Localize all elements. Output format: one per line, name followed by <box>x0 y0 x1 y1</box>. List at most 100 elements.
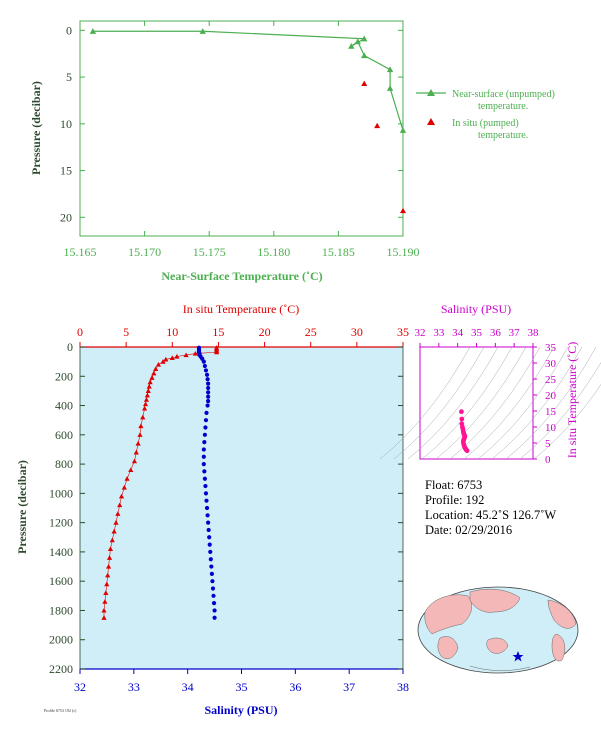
p2-ytick-label: 2200 <box>49 662 73 676</box>
ts-temp-tick-label: 0 <box>545 454 551 466</box>
salinity-point <box>206 394 211 399</box>
p2-ytick-label: 0 <box>67 340 73 354</box>
world-map <box>417 586 579 674</box>
salinity-point <box>206 527 211 533</box>
salinity-point <box>203 491 209 496</box>
salinity-point <box>205 513 210 518</box>
salinity-point <box>206 399 211 404</box>
temperature-point <box>145 388 151 393</box>
ts-point <box>459 416 465 422</box>
temperature-point <box>106 555 113 560</box>
plot2-temp-title: In situ Temperature (˚C) <box>183 302 300 316</box>
ts-temp-tick-label: 35 <box>545 342 557 354</box>
density-contour <box>393 346 485 460</box>
salinity-point <box>203 483 208 489</box>
salinity-point <box>207 535 212 540</box>
ts-sal-tick-label: 33 <box>433 327 445 339</box>
ts-sal-tick-label: 37 <box>509 327 521 339</box>
p2-ytick-label: 2000 <box>49 633 73 647</box>
ts-sal-tick-label: 34 <box>452 327 464 339</box>
density-contour <box>407 346 499 460</box>
salinity-point <box>210 586 216 591</box>
ts-sal-tick-label: 38 <box>528 327 540 339</box>
ts-temp-tick-label: 25 <box>545 374 557 386</box>
p1-ytick-label: 5 <box>66 70 72 84</box>
unpumped-point <box>361 52 368 59</box>
map-land-antarctica <box>469 665 531 671</box>
p2-sal-tick-label: 33 <box>128 680 140 694</box>
ts-sal-tick-label: 35 <box>471 327 483 339</box>
plot1-xlabel: Near-Surface Temperature (˚C) <box>161 269 322 283</box>
temperature-point <box>183 352 189 358</box>
salinity-point <box>202 440 207 445</box>
p2-temp-tick-label: 35 <box>397 325 409 339</box>
p2-ytick-label: 1000 <box>49 486 73 500</box>
temperature-point <box>103 590 109 595</box>
p2-temp-tick-label: 20 <box>259 325 271 339</box>
salinity-point <box>211 593 216 598</box>
temperature-point <box>160 359 166 364</box>
p1-ytick-label: 15 <box>60 164 72 178</box>
temperature-point <box>101 615 107 620</box>
p1-xtick-label: 15.170 <box>128 245 161 259</box>
density-contour <box>505 346 597 460</box>
profile-number: Profile: 192 <box>425 493 485 507</box>
salinity-point <box>207 542 212 547</box>
temperature-point <box>118 493 125 499</box>
unpumped-point <box>89 28 97 34</box>
salinity-point <box>212 608 217 613</box>
unpumped-point <box>386 66 394 73</box>
p2-ytick-label: 200 <box>55 369 73 383</box>
plot1-frame <box>79 20 404 237</box>
p2-sal-tick-label: 36 <box>289 680 301 694</box>
density-contour <box>533 384 601 460</box>
temperature-point <box>142 405 148 411</box>
unpumped-point <box>348 43 355 49</box>
temperature-point <box>151 370 157 376</box>
salinity-point <box>203 418 209 423</box>
p1-ytick-label: 20 <box>60 210 72 224</box>
near-surface-plot: 15.165 15.170 15.175 15.180 15.185 15.190 0 5 10… <box>29 20 555 283</box>
temperature-point <box>106 563 112 569</box>
p1-xtick-label: 15.190 <box>387 245 420 259</box>
location: Location: 45.2˚S 126.7˚W <box>425 508 557 522</box>
salinity-point <box>204 372 210 377</box>
p1-ytick-label: 0 <box>66 23 72 37</box>
temperature-point <box>104 581 110 587</box>
salinity-point <box>209 564 214 569</box>
plot2-frame <box>79 346 404 670</box>
ts-salinity-title: Salinity (PSU) <box>441 302 511 316</box>
p2-temp-tick-label: 5 <box>123 325 129 339</box>
p2-ytick-label: 400 <box>55 399 73 413</box>
salinity-point <box>205 377 210 382</box>
temperature-point <box>213 349 220 355</box>
legend-triangle-green <box>427 89 435 96</box>
p2-sal-tick-label: 34 <box>182 680 194 694</box>
p2-temp-tick-label: 10 <box>166 325 178 339</box>
p2-ytick-label: 1800 <box>49 603 73 617</box>
temperature-point <box>133 449 139 455</box>
map-land-australia <box>486 637 509 654</box>
temperature-point <box>113 520 119 525</box>
salinity-point <box>208 557 213 562</box>
salinity-point <box>211 601 217 606</box>
unpumped-point <box>199 28 206 34</box>
temperature-point <box>131 458 138 464</box>
unpumped-point <box>386 85 394 91</box>
map-land-north-america <box>547 599 577 629</box>
temperature-point <box>102 599 108 604</box>
p2-ytick-label: 1600 <box>49 574 73 588</box>
p2-temp-tick-label: 0 <box>77 325 83 339</box>
salinity-point <box>204 410 209 415</box>
salinity-point <box>203 368 209 373</box>
float-id: Float: 6753 <box>425 478 483 492</box>
salinity-point <box>204 505 210 511</box>
ts-point <box>459 409 464 415</box>
ts-temp-tick-label: 20 <box>545 390 557 402</box>
ts-sal-tick-label: 36 <box>490 327 502 339</box>
temperature-point <box>149 375 155 380</box>
salinity-point <box>201 454 206 459</box>
map-land-asia <box>469 588 521 613</box>
salinity-point <box>208 549 213 555</box>
plot1-ylabel: Pressure (decibar) <box>29 81 43 175</box>
